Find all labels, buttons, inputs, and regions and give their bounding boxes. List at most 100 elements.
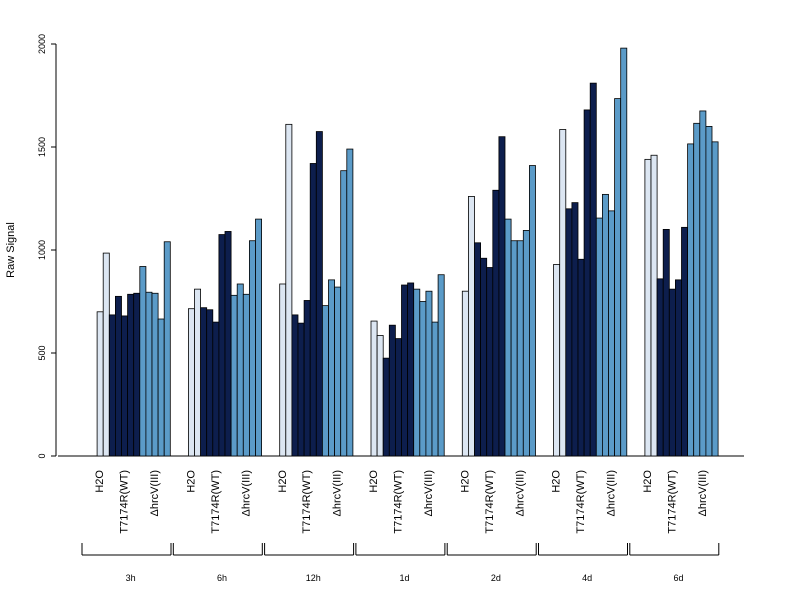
- group-label: T7174R(WT): [301, 470, 313, 534]
- group-label: H2O: [551, 470, 563, 493]
- group-label: T7174R(WT): [666, 470, 678, 534]
- group-label: ΔhrcV(III): [240, 470, 252, 516]
- bar: [602, 193, 609, 457]
- bar: [486, 267, 494, 457]
- bar: [248, 240, 256, 457]
- bar: [121, 315, 128, 457]
- group-label: ΔhrcV(III): [332, 470, 344, 516]
- group-label: H2O: [368, 470, 380, 493]
- bar: [321, 305, 329, 457]
- bar: [212, 321, 220, 457]
- bar: [668, 288, 676, 457]
- bar: [230, 294, 238, 457]
- bar: [437, 274, 445, 457]
- group-label: ΔhrcV(III): [514, 470, 526, 516]
- bar: [608, 210, 615, 457]
- group-label: T7174R(WT): [575, 470, 587, 534]
- bar: [242, 293, 250, 457]
- bar: [516, 240, 524, 457]
- bar: [376, 335, 384, 457]
- bar: [108, 314, 116, 457]
- bar: [529, 165, 536, 457]
- group-label: T7174R(WT): [210, 470, 222, 534]
- group-label: H2O: [94, 470, 106, 493]
- bar: [553, 264, 561, 457]
- bar: [583, 109, 591, 457]
- bar: [151, 292, 159, 457]
- bar: [401, 284, 408, 457]
- group-label: ΔhrcV(III): [423, 470, 435, 516]
- group-label: T7174R(WT): [392, 470, 404, 534]
- group-label: H2O: [459, 470, 471, 493]
- bar: [285, 123, 293, 457]
- bar: [133, 292, 141, 457]
- group-label: T7174R(WT): [119, 470, 131, 534]
- bar: [480, 257, 488, 457]
- bar: [194, 288, 201, 457]
- group-label: T7174R(WT): [484, 470, 496, 534]
- bar: [224, 231, 232, 457]
- bar: [370, 320, 378, 457]
- y-tick-label: 0: [37, 453, 47, 458]
- bar: [431, 321, 439, 457]
- bar: [662, 228, 670, 457]
- bar: [699, 110, 707, 457]
- bar: [309, 163, 317, 457]
- bar: [388, 324, 396, 457]
- bar: [614, 98, 622, 457]
- y-tick-label: 1500: [37, 137, 47, 157]
- bar: [419, 301, 427, 457]
- bar: [157, 318, 165, 457]
- bar: [644, 158, 652, 457]
- group-label: H2O: [277, 470, 289, 493]
- bar: [218, 234, 226, 457]
- bar: [577, 258, 585, 457]
- timepoint-label: 2d: [491, 573, 501, 583]
- bar: [346, 148, 354, 457]
- bar: [279, 283, 287, 457]
- bar: [461, 290, 469, 457]
- bar: [315, 131, 323, 457]
- bar: [145, 291, 153, 457]
- group-label: ΔhrcV(III): [606, 470, 618, 516]
- group-label: H2O: [185, 470, 197, 493]
- bar: [620, 47, 628, 457]
- bar: [559, 129, 567, 457]
- timepoint-label: 6d: [673, 573, 683, 583]
- bar: [681, 226, 688, 457]
- bar: [693, 122, 701, 457]
- bar: [236, 283, 244, 457]
- timepoint-label: 1d: [400, 573, 410, 583]
- bar: [504, 218, 512, 457]
- timepoint-label: 3h: [126, 573, 136, 583]
- bar: [711, 141, 719, 457]
- group-label: ΔhrcV(III): [697, 470, 709, 516]
- y-tick-label: 500: [37, 345, 47, 360]
- bar: [413, 288, 421, 457]
- bar: [565, 208, 573, 457]
- group-label: ΔhrcV(III): [149, 470, 161, 516]
- y-axis-label: Raw Signal: [5, 222, 17, 278]
- bar: [675, 279, 682, 457]
- group-label: H2O: [642, 470, 654, 493]
- bar: [656, 278, 664, 457]
- bar: [297, 322, 305, 457]
- bar: [127, 293, 135, 457]
- bar: [687, 143, 695, 457]
- bar: [394, 338, 402, 457]
- bar: [595, 217, 603, 457]
- bar: [187, 308, 195, 457]
- bar: [492, 189, 500, 457]
- bar: [200, 307, 208, 457]
- bar: [522, 230, 530, 457]
- bar: [139, 266, 147, 457]
- bar: [102, 252, 110, 457]
- bar: [589, 82, 597, 457]
- bar: [425, 290, 433, 457]
- bar: [291, 314, 299, 457]
- bar: [96, 311, 104, 457]
- y-tick-label: 2000: [37, 34, 47, 54]
- bar: [510, 240, 518, 457]
